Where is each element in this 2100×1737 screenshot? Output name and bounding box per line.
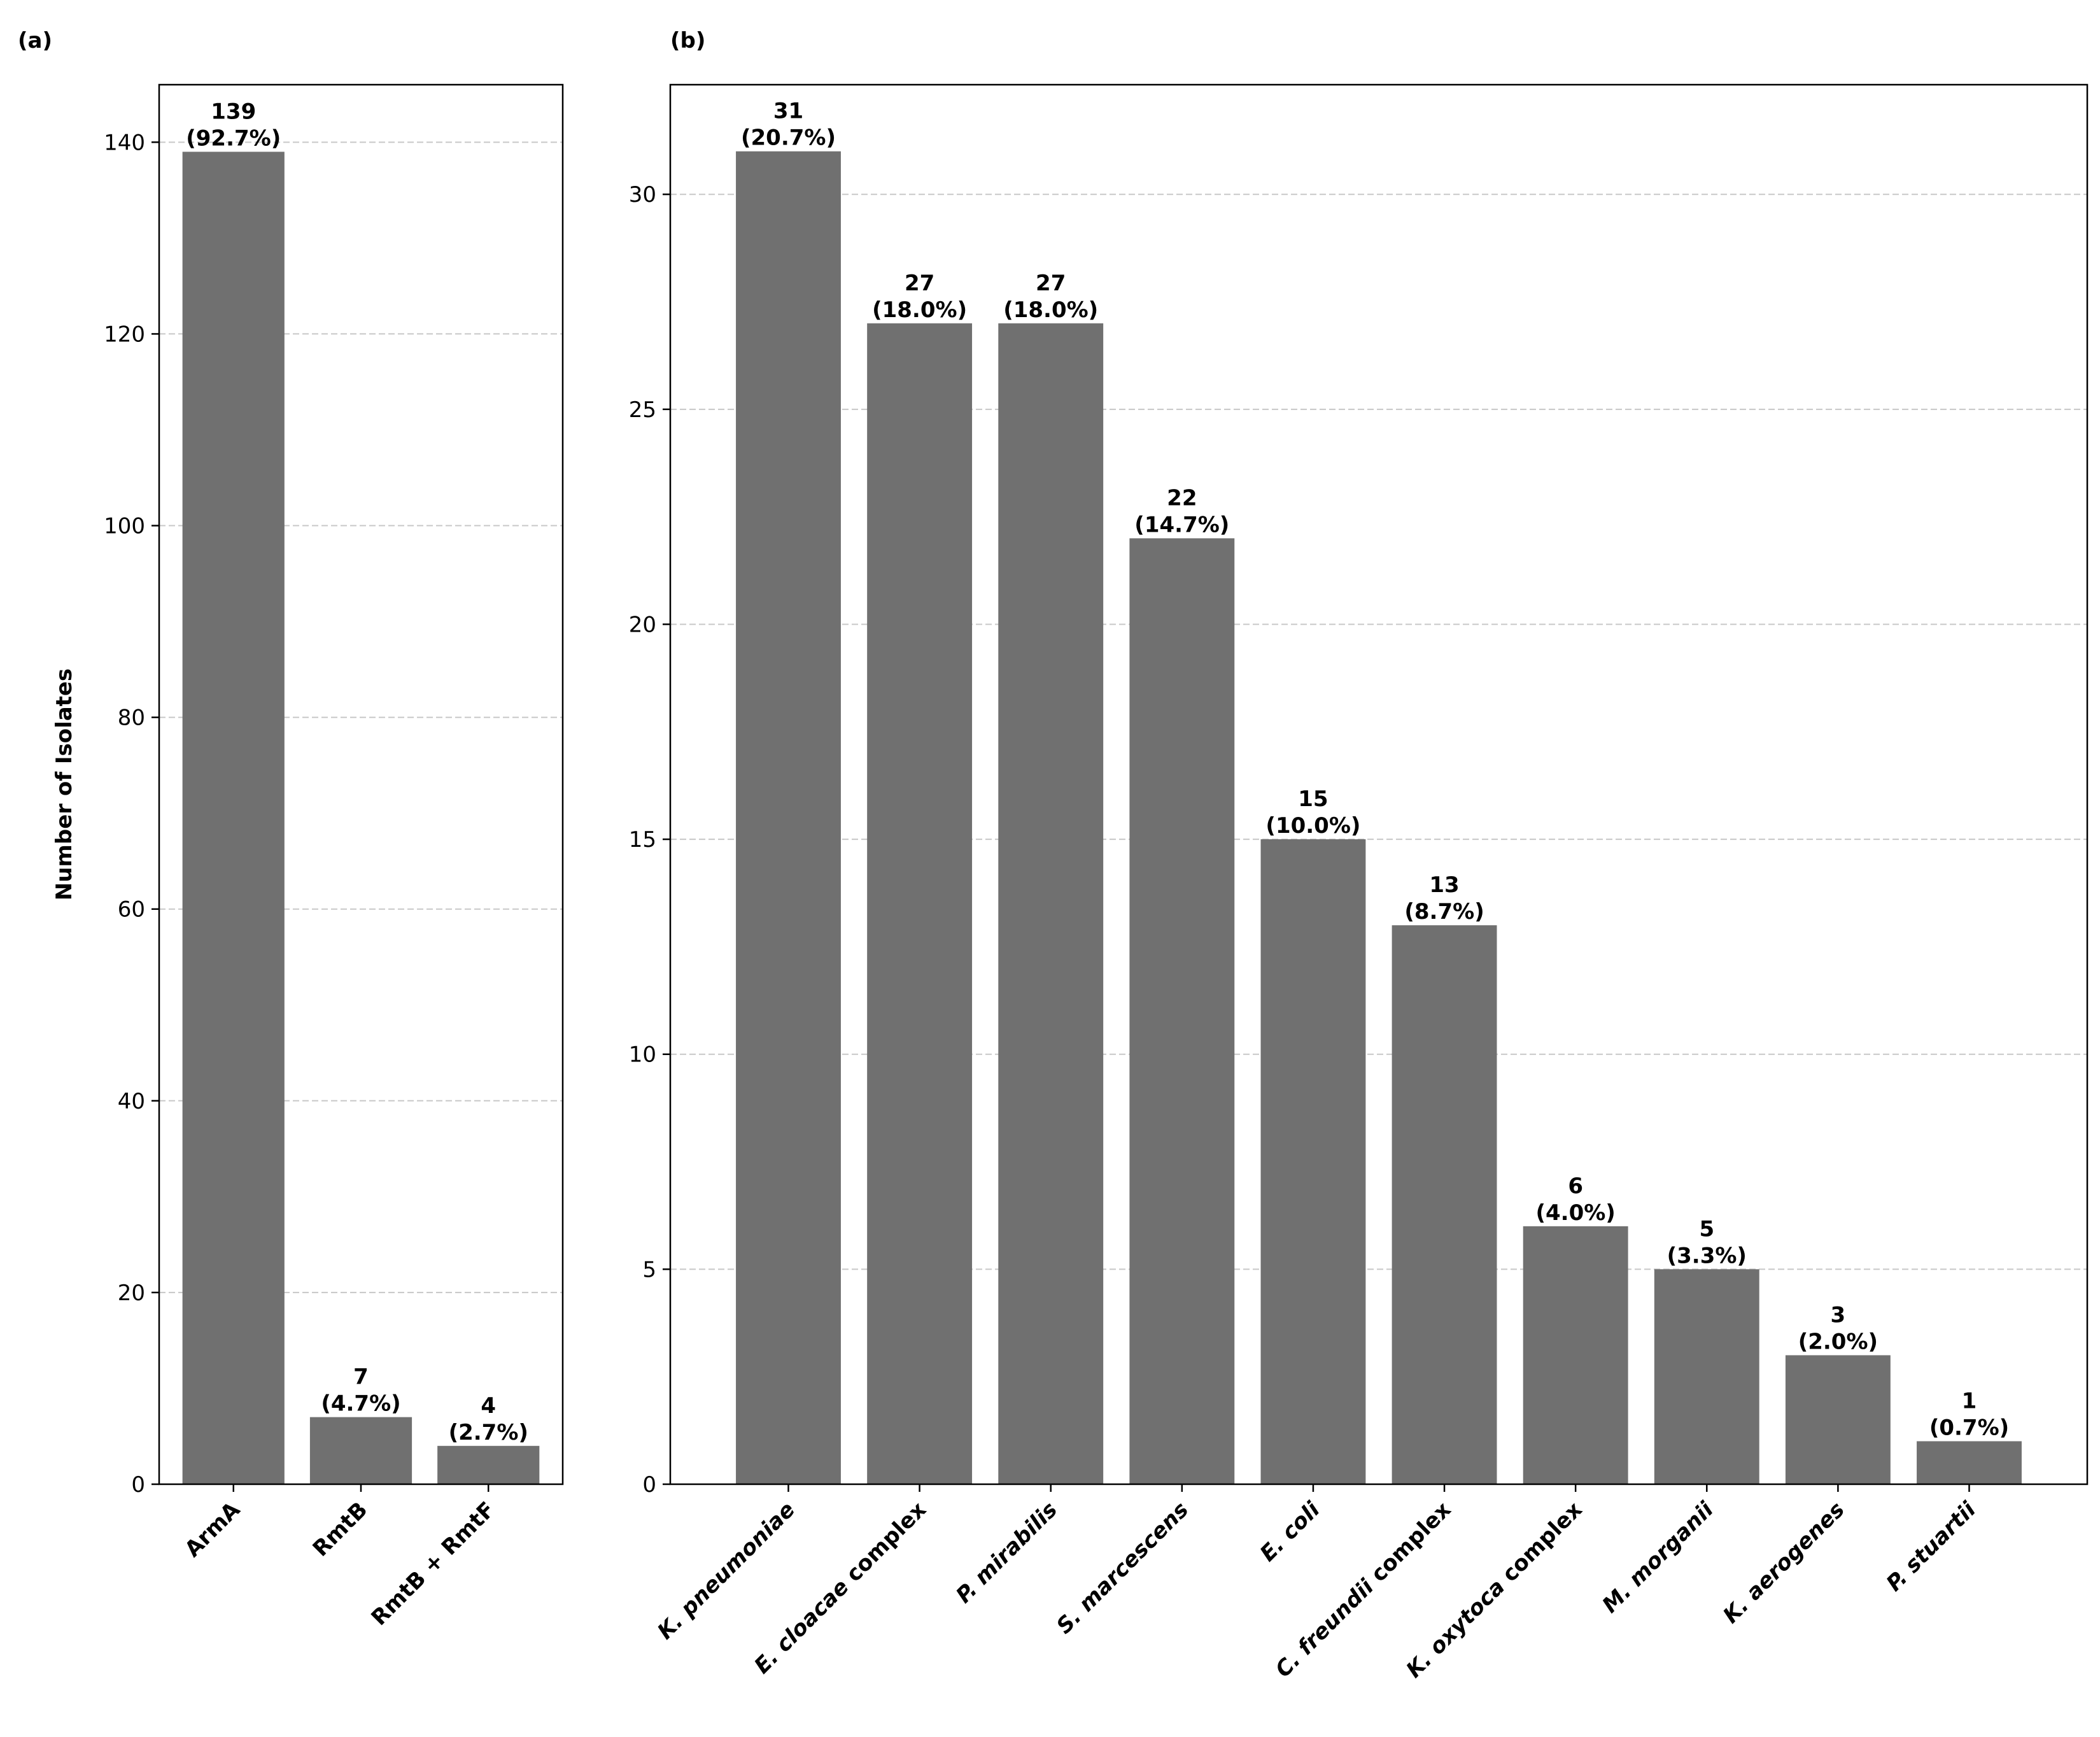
y-tick-label: 5 bbox=[642, 1257, 656, 1282]
complex-word: complex bbox=[836, 1497, 931, 1592]
value-percent: (4.0%) bbox=[1535, 1200, 1615, 1226]
y-tick-label: 15 bbox=[629, 827, 656, 853]
value-label: 7 bbox=[353, 1365, 369, 1390]
y-tick-label: 20 bbox=[118, 1280, 145, 1306]
x-tick-label: P. mirabilis bbox=[951, 1497, 1062, 1608]
species: K. oxytoca bbox=[1401, 1575, 1510, 1684]
value-percent: (18.0%) bbox=[1003, 297, 1098, 323]
bar bbox=[1654, 1269, 1759, 1484]
bar bbox=[1392, 925, 1497, 1484]
y-tick-label: 0 bbox=[131, 1472, 145, 1498]
species: C. freundii bbox=[1271, 1574, 1379, 1683]
value-percent: (14.7%) bbox=[1134, 512, 1229, 537]
complex-word: complex bbox=[1361, 1497, 1456, 1592]
value-label: 6 bbox=[1568, 1173, 1583, 1199]
bar bbox=[1785, 1355, 1891, 1484]
value-percent: (10.0%) bbox=[1265, 813, 1360, 839]
axes-frame bbox=[158, 83, 564, 1485]
species: M. morganii bbox=[1597, 1496, 1719, 1618]
y-tick-label: 10 bbox=[629, 1042, 656, 1068]
x-tick-label: P. stuartii bbox=[1882, 1496, 1982, 1596]
bar bbox=[736, 151, 841, 1484]
complex-word: complex bbox=[1492, 1497, 1588, 1592]
y-tick-label: 120 bbox=[104, 322, 145, 347]
y-tick-label: 60 bbox=[118, 897, 145, 923]
y-tick-label: 100 bbox=[104, 514, 145, 539]
axes-frame bbox=[669, 83, 2089, 1485]
value-percent: (2.0%) bbox=[1798, 1329, 1878, 1354]
value-percent: (3.3%) bbox=[1667, 1243, 1747, 1268]
value-label: 22 bbox=[1167, 485, 1197, 511]
species: P. stuartii bbox=[1882, 1496, 1982, 1596]
y-axis-title: Number of Isolates bbox=[52, 669, 77, 900]
value-label: 27 bbox=[905, 271, 934, 296]
bar bbox=[309, 1417, 412, 1484]
value-label: 139 bbox=[211, 99, 256, 124]
value-percent: (8.7%) bbox=[1404, 899, 1484, 925]
bar bbox=[1129, 538, 1235, 1484]
y-tick-label: 80 bbox=[118, 705, 145, 731]
y-tick-label: 20 bbox=[629, 612, 656, 637]
x-tick-label: RmtB + RmtF bbox=[367, 1497, 500, 1631]
y-tick-label: 0 bbox=[642, 1472, 656, 1498]
value-label: 3 bbox=[1831, 1302, 1846, 1328]
value-percent: (92.7%) bbox=[186, 125, 281, 151]
value-label: 5 bbox=[1699, 1216, 1714, 1242]
x-tick-label: E. coli bbox=[1255, 1496, 1325, 1566]
value-percent: (20.7%) bbox=[741, 125, 836, 151]
panel-label: (b) bbox=[670, 28, 705, 53]
x-tick-label: S. marcescens bbox=[1052, 1497, 1194, 1639]
value-percent: (0.7%) bbox=[1929, 1415, 2009, 1440]
bar bbox=[437, 1445, 540, 1484]
bar bbox=[1917, 1441, 2022, 1484]
value-label: 1 bbox=[1962, 1388, 1977, 1414]
species: S. marcescens bbox=[1052, 1497, 1194, 1639]
bar bbox=[998, 323, 1104, 1485]
value-label: 27 bbox=[1036, 271, 1066, 296]
species: E. cloacae bbox=[749, 1575, 854, 1679]
y-tick-label: 40 bbox=[118, 1089, 145, 1114]
species: K. aerogenes bbox=[1718, 1497, 1850, 1629]
y-tick-label: 25 bbox=[629, 397, 656, 423]
bar bbox=[1260, 839, 1366, 1484]
x-tick-label: M. morganii bbox=[1597, 1496, 1719, 1618]
bar bbox=[1523, 1226, 1628, 1484]
bar bbox=[182, 152, 285, 1485]
value-percent: (2.7%) bbox=[449, 1420, 528, 1445]
y-tick-label: 30 bbox=[629, 182, 656, 208]
value-label: 4 bbox=[481, 1393, 496, 1419]
x-tick-label: RmtB bbox=[308, 1497, 373, 1562]
value-label: 15 bbox=[1298, 786, 1328, 812]
species: E. coli bbox=[1255, 1496, 1325, 1566]
x-tick-label: K. pneumoniae bbox=[652, 1497, 800, 1645]
value-percent: (4.7%) bbox=[321, 1391, 400, 1417]
x-tick-label: K. aerogenes bbox=[1718, 1497, 1850, 1629]
value-label: 31 bbox=[773, 99, 803, 124]
species: K. pneumoniae bbox=[652, 1497, 800, 1645]
y-tick-label: 140 bbox=[104, 130, 145, 155]
species: P. mirabilis bbox=[951, 1497, 1062, 1608]
bar bbox=[867, 323, 973, 1485]
x-tick-label: ArmA bbox=[180, 1497, 246, 1563]
value-percent: (18.0%) bbox=[872, 297, 967, 323]
value-label: 13 bbox=[1429, 872, 1459, 898]
panel-label: (a) bbox=[18, 28, 52, 53]
